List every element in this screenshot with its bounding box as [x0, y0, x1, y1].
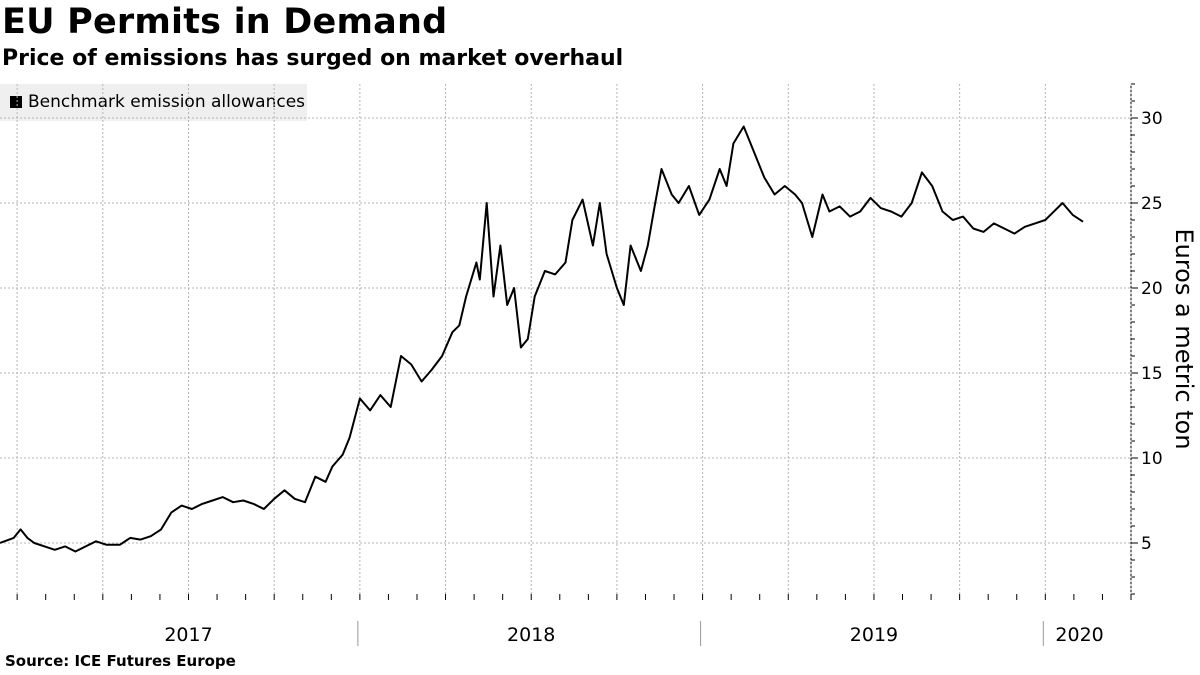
x-year-label-2020: 2020 — [1055, 624, 1103, 646]
x-year-label-2019: 2019 — [850, 624, 898, 646]
x-year-label-2017: 2017 — [164, 624, 212, 646]
source-note: Source: ICE Futures Europe — [5, 652, 236, 670]
series-line-benchmark-emission-allowances — [0, 125, 1084, 553]
y-tick-label-25: 25 — [1141, 194, 1163, 214]
chart-title: EU Permits in Demand — [2, 2, 448, 42]
legend-swatch — [10, 96, 22, 108]
y-tick-label-10: 10 — [1141, 449, 1163, 469]
y-tick-label-5: 5 — [1141, 534, 1152, 554]
y-tick-label-15: 15 — [1141, 364, 1163, 384]
x-year-label-2018: 2018 — [507, 624, 555, 646]
legend — [0, 84, 307, 121]
legend-label: Benchmark emission allowances — [28, 92, 306, 112]
y-axis-title: Euros a metric ton — [1170, 228, 1198, 449]
y-tick-label-20: 20 — [1141, 279, 1163, 299]
y-tick-label-30: 30 — [1141, 109, 1163, 129]
chart-subtitle: Price of emissions has surged on market … — [2, 46, 624, 71]
